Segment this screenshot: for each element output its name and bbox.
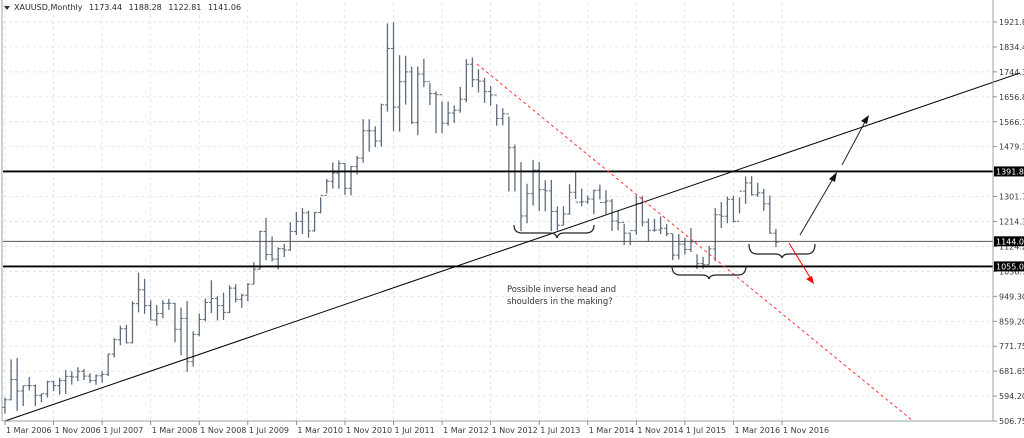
time-tick-label: 1 Jul 2009 [249, 426, 289, 435]
trendline[interactable] [477, 64, 913, 421]
time-tick-label: 1 Nov 2010 [346, 426, 392, 435]
time-tick-label: 1 Jul 2007 [103, 426, 143, 435]
price-tick-label: 949.30 [999, 292, 1024, 301]
close-value: 1141.06 [208, 3, 241, 12]
time-tick-label: 1 Jul 2011 [395, 426, 435, 435]
open-value: 1173.44 [89, 3, 122, 12]
up-arrow-1[interactable] [800, 177, 834, 235]
down-arrow-head [806, 276, 814, 284]
price-tick-label: 594.20 [999, 392, 1024, 401]
time-tick-label: 1 Jul 2015 [686, 426, 726, 435]
time-tick-label: 1 Mar 2016 [734, 426, 780, 435]
left-shoulder-bracket[interactable] [514, 225, 594, 238]
projection-arrows[interactable] [789, 115, 869, 284]
pattern-annotation[interactable]: Possible inverse head and shoulders in t… [507, 283, 647, 307]
chart-grid [3, 3, 992, 421]
level-tag: 1055.00 [996, 262, 1024, 271]
time-axis[interactable]: 1 Mar 20061 Nov 20061 Jul 2007 1 Mar 2008… [5, 421, 829, 435]
price-tick-label: 1744.30 [999, 68, 1024, 77]
collapse-triangle-icon[interactable] [4, 6, 10, 10]
high-value: 1188.28 [129, 3, 162, 12]
low-value: 1122.81 [168, 3, 201, 12]
head-bracket[interactable] [672, 266, 746, 279]
price-tick-label: 1301.75 [999, 193, 1024, 202]
up-arrow-2[interactable] [842, 120, 866, 165]
time-tick-label: 1 Nov 2006 [55, 426, 101, 435]
ohlc-bars [3, 22, 779, 413]
time-tick-label: 1 Mar 2014 [589, 426, 635, 435]
down-arrow[interactable] [789, 243, 811, 279]
chart-header: XAUUSD,Monthly 1173.44 1188.28 1122.81 1… [4, 3, 245, 12]
up-arrow-1-head [829, 172, 837, 182]
time-tick-label: 1 Mar 2008 [152, 426, 198, 435]
time-tick-label: 1 Jul 2013 [540, 426, 580, 435]
time-tick-label: 1 Nov 2016 [783, 426, 829, 435]
price-tick-label: 1921.85 [999, 18, 1024, 27]
price-tick-label: 1566.75 [999, 118, 1024, 127]
time-tick-label: 1 Nov 2008 [200, 426, 246, 435]
price-tick-label: 506.75 [999, 417, 1024, 426]
level-tag: 1391.85 [996, 167, 1024, 176]
trendline[interactable] [5, 73, 1020, 421]
up-arrow-2-head [861, 115, 869, 124]
price-tick-label: 1656.85 [999, 93, 1024, 102]
level-tag: 1144.00 [996, 237, 1024, 246]
time-tick-label: 1 Nov 2014 [637, 426, 683, 435]
price-axis[interactable]: 1921.85 1834.40 1744.30 1656.85 1566.75 1479.… [993, 18, 1024, 426]
time-tick-label: 1 Mar 2006 [6, 426, 52, 435]
price-tick-label: 859.20 [999, 317, 1024, 326]
price-chart[interactable]: 1921.85 1834.40 1744.30 1656.85 1566.75 1479.… [0, 0, 1024, 438]
symbol-label: XAUUSD,Monthly [14, 3, 82, 12]
price-tick-label: 771.75 [999, 342, 1024, 351]
time-tick-label: 1 Mar 2012 [443, 426, 489, 435]
price-tick-label: 1479.30 [999, 143, 1024, 152]
price-tick-label: 1834.40 [999, 43, 1024, 52]
time-tick-label: 1 Nov 2012 [492, 426, 538, 435]
price-tick-label: 1214.30 [999, 218, 1024, 227]
time-tick-label: 1 Mar 2010 [297, 426, 343, 435]
price-tick-label: 681.65 [999, 367, 1024, 376]
